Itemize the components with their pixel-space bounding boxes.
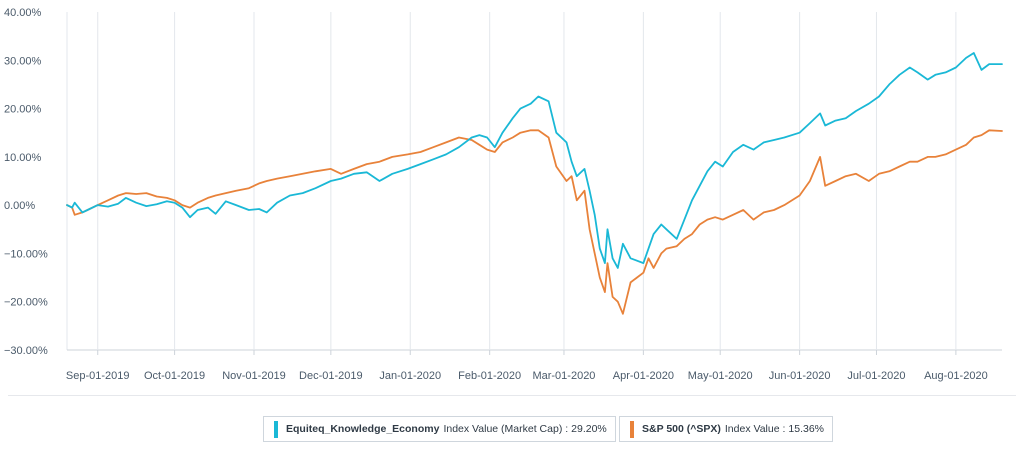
legend-series-desc: Index Value (Market Cap) : — [443, 423, 569, 435]
x-tick-label: Jan-01-2020 — [379, 370, 441, 382]
x-tick-label: Apr-01-2020 — [613, 370, 674, 382]
x-axis-ticks: Sep-01-2019 Oct-01-2019 Nov-01-2019 Dec-01-… — [66, 370, 988, 382]
legend-series-value: 29.20% — [571, 423, 607, 435]
series-lines — [66, 52, 1003, 315]
legend-swatch-sp500 — [630, 420, 634, 438]
x-tick-label: Mar-01-2020 — [532, 370, 595, 382]
legend-item-sp500[interactable]: S&P 500 (^SPX) Index Value : 15.36% — [619, 416, 834, 442]
y-tick-label: 30.00% — [4, 55, 42, 67]
series-line-0 — [66, 52, 1003, 269]
y-tick-label: 20.00% — [4, 104, 42, 116]
x-tick-label: Sep-01-2019 — [66, 370, 130, 382]
legend-series-name: Equiteq_Knowledge_Economy — [286, 423, 440, 435]
x-tick-label: Aug-01-2020 — [924, 370, 988, 382]
y-tick-label: 0.00% — [4, 200, 35, 212]
series-line-1 — [66, 129, 1003, 315]
legend-item-equiteq[interactable]: Equiteq_Knowledge_Economy Index Value (M… — [263, 416, 616, 442]
x-tick-label: Jul-01-2020 — [847, 370, 905, 382]
y-tick-label: 10.00% — [4, 152, 42, 164]
x-tick-label: Nov-01-2019 — [222, 370, 286, 382]
legend-swatch-equiteq — [274, 420, 278, 438]
legend-series-value: 15.36% — [788, 423, 825, 435]
line-chart: −30.00% −20.00% −10.00% 0.00% 10.00% 20.00% 30… — [4, 7, 1003, 382]
vertical-grid — [66, 12, 1002, 355]
legend-series-name: S&P 500 (^SPX) — [642, 423, 721, 435]
x-tick-label: Dec-01-2019 — [299, 370, 363, 382]
x-tick-label: Feb-01-2020 — [458, 370, 521, 382]
x-tick-label: Jun-01-2020 — [769, 370, 831, 382]
y-axis-ticks: −30.00% −20.00% −10.00% 0.00% 10.00% 20.00% 30… — [4, 7, 48, 357]
y-tick-label: 40.00% — [4, 7, 42, 19]
x-tick-label: May-01-2020 — [688, 370, 753, 382]
y-tick-label: −20.00% — [4, 297, 48, 309]
x-tick-label: Oct-01-2019 — [144, 370, 205, 382]
legend-separator — [8, 395, 1016, 396]
y-tick-label: −10.00% — [4, 248, 48, 260]
legend-series-desc: Index Value : — [724, 423, 786, 435]
y-tick-label: −30.00% — [4, 345, 48, 357]
